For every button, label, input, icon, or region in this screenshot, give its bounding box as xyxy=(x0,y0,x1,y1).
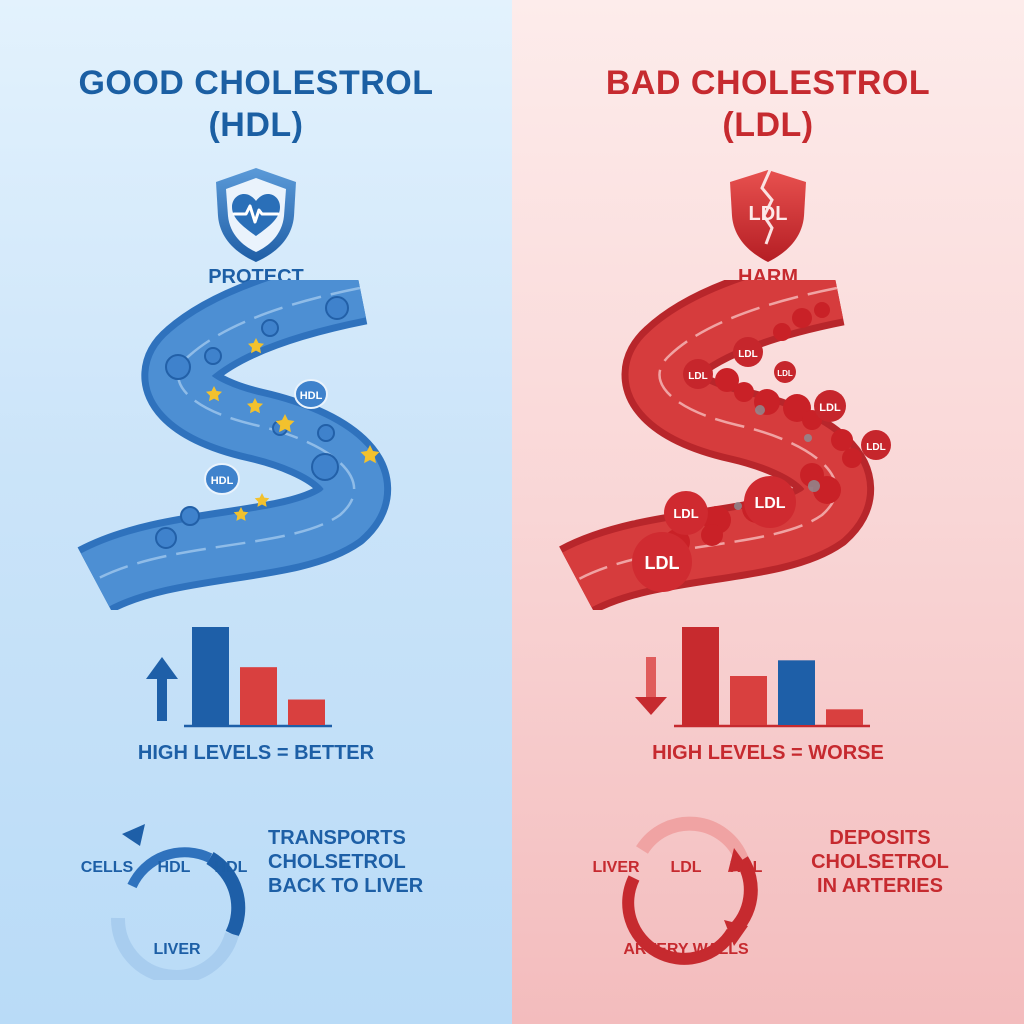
hdl-bar-chart xyxy=(146,627,332,728)
ldl-tag-8: LDL xyxy=(645,553,680,573)
clogged-artery: LDL LDL LDL LDL LDL LDL LDL LDL xyxy=(559,280,891,610)
good-note: TRANSPORTS CHOLSETROL BACK TO LIVER xyxy=(268,826,423,898)
cycle-arrow-icon-bottom xyxy=(724,920,748,946)
ldl-tag-5: LDL xyxy=(866,442,885,453)
bad-title: BAD CHOLESTROL (LDL) xyxy=(512,62,1024,146)
bad-title-line2: (LDL) xyxy=(722,106,814,144)
good-note-line2: CHOLSETROL xyxy=(268,851,406,873)
ldl-cycle-diagram: LIVER LDL HDL ARTERY WALLS xyxy=(592,816,763,965)
cycle-label-right: HDL xyxy=(730,859,763,876)
heart-pulse-shield-icon xyxy=(216,168,296,262)
hdl-cycle-diagram: CELLS HDL HDL LIVER xyxy=(81,824,248,980)
cycle-label-liver: LIVER xyxy=(153,941,201,958)
cycle-label-artery-walls: ARTERY WALLS xyxy=(623,941,749,958)
ldl-tag-4: LDL xyxy=(819,402,841,414)
cycle-arc-top xyxy=(127,847,213,889)
hdl-tag-1: HDL xyxy=(300,390,323,402)
broken-shield-icon: LDL xyxy=(730,169,806,262)
bad-note: DEPOSITS CHOLSETROL IN ARTERIES xyxy=(800,826,960,898)
healthy-artery: HDL HDL xyxy=(77,280,391,610)
cycle-label-center: HDL xyxy=(158,859,191,876)
ldl-tag-3: LDL xyxy=(777,369,793,378)
cycle-arc-bottom xyxy=(110,917,239,980)
ldl-particles: LDL LDL LDL LDL LDL LDL LDL LDL xyxy=(632,337,891,592)
hdl-bar-1 xyxy=(192,627,229,725)
bad-bar-caption: HIGH LEVELS = WORSE xyxy=(652,742,884,764)
cycle-arc-bottom xyxy=(622,875,738,965)
stars xyxy=(206,338,380,521)
down-arrow-icon xyxy=(635,657,667,715)
plaque-deposits xyxy=(734,405,820,510)
bad-title-line1: BAD CHOLESTROL xyxy=(605,64,931,102)
cycle-label-cells: CELLS xyxy=(81,859,134,876)
up-arrow-icon xyxy=(146,657,178,721)
cycle-arrow-icon-top xyxy=(728,848,750,872)
cycle-label-center: LDL xyxy=(670,859,701,876)
shield-ldl-text: LDL xyxy=(749,203,788,225)
good-bar-caption: HIGH LEVELS = BETTER xyxy=(137,742,375,764)
good-title: GOOD CHOLESTROL (HDL) xyxy=(0,62,512,146)
bad-note-line2: CHOLSETROL xyxy=(811,851,949,873)
good-title-line2: (HDL) xyxy=(208,106,304,144)
ldl-tag-6: LDL xyxy=(673,506,698,521)
cycle-label-liver: LIVER xyxy=(592,859,640,876)
good-cholesterol-panel: GOOD CHOLESTROL (HDL) PROTECT xyxy=(0,0,512,1024)
cycle-arrow-icon xyxy=(122,824,145,846)
hdl-bar-3 xyxy=(288,699,325,725)
good-note-line3: BACK TO LIVER xyxy=(268,875,424,897)
cycle-arc-right xyxy=(206,851,246,938)
bad-note-line1: DEPOSITS xyxy=(829,827,931,849)
cycle-arc-top xyxy=(636,816,749,863)
bad-note-line3: IN ARTERIES xyxy=(817,875,943,897)
ldl-bar-3 xyxy=(778,660,815,725)
hdl-tag-2: HDL xyxy=(211,475,234,487)
hdl-label-particle: HDL HDL xyxy=(204,379,328,495)
cycle-label-right: HDL xyxy=(215,859,248,876)
ldl-tag-1: LDL xyxy=(738,349,757,360)
hdl-bar-2 xyxy=(240,667,277,725)
ldl-bar-1 xyxy=(682,627,719,725)
ldl-bar-chart xyxy=(635,627,870,728)
good-title-line1: GOOD CHOLESTROL xyxy=(78,64,434,102)
ldl-tag-7: LDL xyxy=(754,495,785,512)
ldl-tag-2: LDL xyxy=(688,371,707,382)
ldl-bar-2 xyxy=(730,676,767,725)
ldl-bar-4 xyxy=(826,709,863,725)
good-note-line1: TRANSPORTS xyxy=(268,827,406,849)
bad-cholesterol-panel: BAD CHOLESTROL (LDL) LDL HARM xyxy=(512,0,1024,1024)
